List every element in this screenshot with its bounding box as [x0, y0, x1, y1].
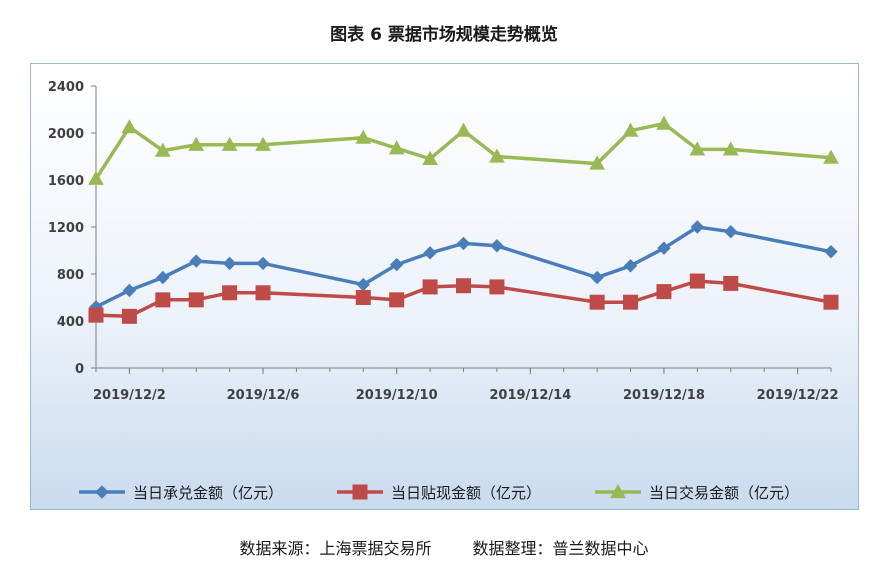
legend-label-3: 当日交易金额（亿元） [649, 484, 799, 502]
series-3-point [154, 142, 171, 157]
series-3-point [255, 136, 271, 151]
series-2-point [456, 278, 471, 294]
series-2-point [623, 294, 639, 310]
series-2-point [422, 279, 438, 295]
series-1-point [490, 239, 504, 253]
series-3-point [388, 140, 405, 155]
source-line: 数据来源：上海票据交易所 数据整理：普兰数据中心 [0, 535, 888, 559]
legend-marker-2 [352, 484, 368, 500]
x-tick-label: 2019/12/22 [757, 388, 839, 403]
data-compiler: 数据整理：普兰数据中心 [472, 539, 649, 558]
series-1-point [423, 246, 437, 260]
series-3-point [722, 141, 739, 156]
y-tick-label: 2400 [48, 80, 84, 95]
series-1-point [690, 220, 705, 234]
x-tick-label: 2019/12/6 [227, 388, 300, 403]
series-1-point [657, 241, 671, 255]
chart-title: 图表 6 票据市场规模走势概览 [330, 25, 558, 45]
series-3-point [455, 122, 472, 137]
series-3-point [689, 141, 706, 156]
legend-marker-3 [610, 483, 626, 499]
x-tick-label: 2019/12/18 [623, 388, 705, 403]
series-3-point [489, 148, 505, 163]
series-3-point [188, 136, 205, 151]
series-1-point [623, 259, 638, 273]
series-1-point [389, 257, 404, 272]
legend-marker-1 [95, 485, 109, 499]
series-2-point [589, 294, 605, 310]
series-2-point [823, 294, 839, 310]
series-1-point [156, 270, 170, 285]
series-1-point [724, 224, 738, 239]
y-tick-label: 1600 [48, 174, 84, 189]
series-1-point [222, 256, 237, 271]
series-1-point [122, 283, 137, 298]
series-2-point [355, 290, 371, 305]
series-1-point [256, 256, 270, 271]
series-1-point [189, 254, 203, 268]
y-tick-label: 2000 [48, 127, 84, 142]
series-3-point [355, 129, 372, 144]
series-3-point [656, 115, 672, 130]
legend-label-2: 当日贴现金额（亿元） [391, 484, 541, 502]
data-source: 数据来源：上海票据交易所 [239, 539, 432, 558]
series-3-point [622, 122, 639, 137]
series-1-point [824, 244, 838, 259]
series-2-point [222, 285, 238, 301]
series-2-point [188, 292, 204, 308]
series-2-point [489, 279, 505, 295]
x-tick-label: 2019/12/10 [356, 388, 438, 403]
series-3-point [88, 170, 104, 185]
series-3-point [589, 155, 605, 170]
series-2-point [723, 275, 739, 291]
series-2-point [389, 292, 405, 308]
y-tick-label: 800 [57, 268, 84, 283]
series-2-point [656, 284, 672, 300]
y-tick-label: 0 [75, 362, 84, 377]
series-2-point [121, 308, 137, 324]
series-3-point [221, 136, 238, 151]
series-3-point [823, 149, 839, 164]
x-tick-label: 2019/12/14 [489, 388, 571, 403]
legend-label-1: 当日承兑金额（亿元） [133, 484, 283, 502]
line-chart: 0 400 800 1200 1600 2000 2400 2019/12/2 2019/12/… [48, 80, 839, 502]
y-tick-label: 400 [57, 315, 84, 330]
series-2-point [88, 307, 104, 323]
chart-panel: 0 400 800 1200 1600 2000 2400 2019/12/2 2019/12/… [30, 63, 859, 510]
series-3-point [121, 119, 138, 134]
series-2-point [689, 273, 705, 289]
series-1-point [456, 236, 471, 251]
series-2-point [255, 285, 271, 301]
x-tick-label: 2019/12/2 [93, 388, 166, 403]
series-2-point [155, 292, 171, 308]
series-3-point [422, 150, 438, 165]
series-1-point [590, 270, 604, 285]
y-tick-label: 1200 [48, 221, 84, 236]
